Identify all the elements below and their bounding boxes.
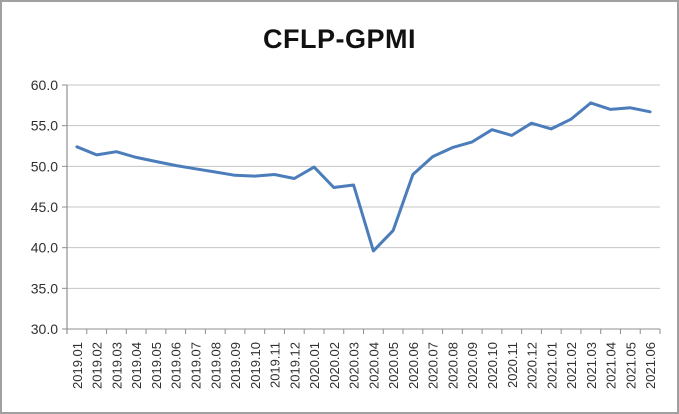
y-tick-label: 45.0	[31, 199, 58, 215]
x-tick-label: 2020.04	[366, 342, 381, 389]
x-tick-label: 2019.02	[90, 342, 105, 389]
x-tick-label: 2019.01	[70, 342, 85, 389]
y-tick-label: 60.0	[31, 77, 58, 93]
x-tick-label: 2020.03	[347, 342, 362, 389]
x-tick-label: 2019.07	[188, 342, 203, 389]
x-tick-label: 2019.05	[149, 342, 164, 389]
y-tick-label: 50.0	[31, 158, 58, 174]
x-tick-label: 2019.04	[129, 342, 144, 389]
x-tick-label: 2021.05	[623, 342, 638, 389]
data-series-line	[75, 101, 652, 253]
y-tick-label: 55.0	[31, 118, 58, 134]
x-tick-label: 2020.11	[505, 342, 520, 388]
x-tick-label: 2021.03	[584, 342, 599, 389]
x-tick-label: 2021.01	[544, 342, 559, 389]
x-tick-label: 2019.09	[228, 342, 243, 389]
chart-title: CFLP-GPMI	[263, 24, 416, 54]
x-tick-label: 2020.09	[465, 342, 480, 389]
x-tick-label: 2020.06	[406, 342, 421, 389]
x-tick-label: 2021.02	[564, 342, 579, 389]
x-tick-label: 2019.06	[169, 342, 184, 389]
x-tick-label: 2020.12	[525, 342, 540, 389]
x-tick-label: 2019.12	[287, 342, 302, 389]
x-tick-label: 2020.08	[445, 342, 460, 389]
x-tick-label: 2021.04	[604, 342, 619, 389]
x-tick-label: 2020.02	[327, 342, 342, 389]
x-tick-label: 2020.05	[386, 342, 401, 389]
x-tick-label: 2019.10	[248, 342, 263, 389]
x-tick-label: 2019.03	[109, 342, 124, 389]
x-tick-label: 2019.11	[268, 342, 283, 388]
x-tick-label: 2020.07	[426, 342, 441, 389]
y-tick-label: 35.0	[31, 280, 58, 296]
x-tick-label: 2021.06	[643, 342, 658, 389]
x-tick-label: 2020.01	[307, 342, 322, 389]
x-tick-label: 2020.10	[485, 342, 500, 389]
y-tick-label: 40.0	[31, 240, 58, 256]
x-tick-label: 2019.08	[208, 342, 223, 389]
y-tick-label: 30.0	[31, 321, 58, 337]
